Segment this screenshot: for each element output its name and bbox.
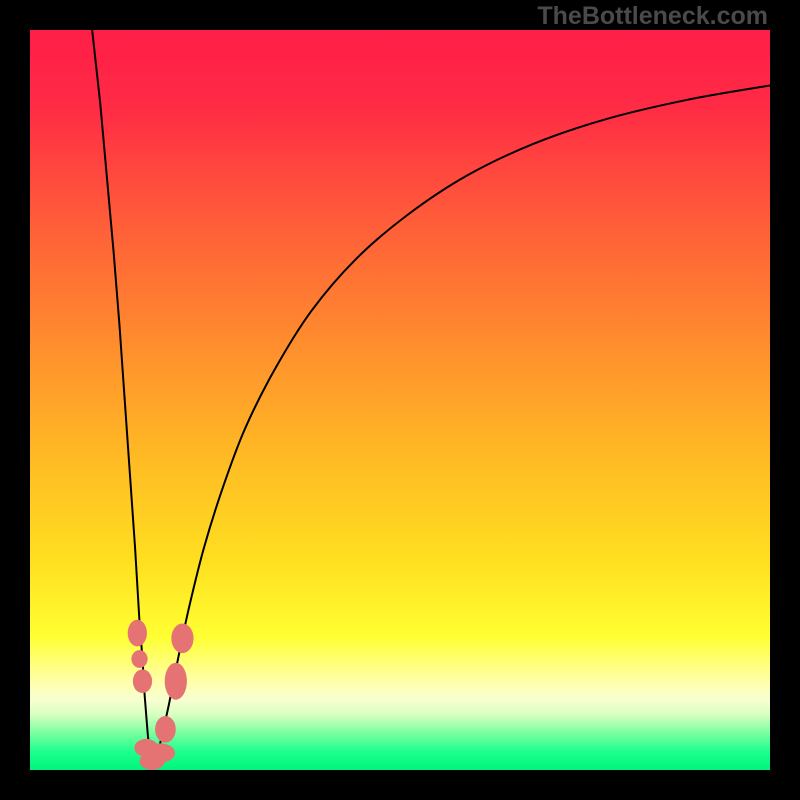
marker-point (171, 623, 193, 653)
marker-point (131, 650, 147, 668)
bottleneck-chart: TheBottleneck.com (0, 0, 800, 800)
marker-point (165, 663, 187, 700)
marker-point (155, 716, 176, 743)
marker-point (128, 620, 147, 647)
marker-point (133, 669, 152, 693)
marker-point (145, 743, 175, 762)
chart-svg (0, 0, 800, 800)
